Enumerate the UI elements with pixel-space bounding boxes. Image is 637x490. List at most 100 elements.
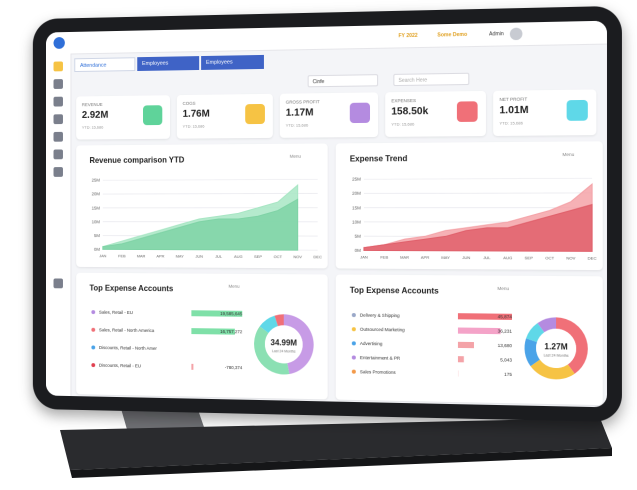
sidebar xyxy=(45,53,72,397)
sidebar-icon[interactable] xyxy=(53,131,63,142)
tab[interactable]: Attendance xyxy=(74,57,136,73)
legend-dot xyxy=(91,345,96,350)
accounts: Top Expense Accounts Menu Sales, Retail - … xyxy=(89,284,314,375)
kpi-icon xyxy=(143,105,163,126)
legend-dot xyxy=(351,355,356,360)
x-tick-label: MAR xyxy=(137,253,146,258)
row-value: 19,585,645 xyxy=(220,311,243,316)
row-label: Discounts, Retail - EU xyxy=(99,363,141,369)
tab[interactable]: Employees xyxy=(201,54,264,70)
chart: Revenue comparison YTD Menu 0M 5M 10M 15M 20M 2… xyxy=(89,154,322,260)
grid-line xyxy=(103,179,318,180)
area xyxy=(103,199,298,250)
kpi-label: EXPENSES xyxy=(391,97,417,104)
row-value: 5,043 xyxy=(500,357,512,362)
x-tick-label: JAN xyxy=(99,253,106,258)
kpi-value: 1.76M xyxy=(182,108,210,120)
donut-segment xyxy=(254,326,289,374)
donut-total: 34.99M xyxy=(271,338,297,348)
kpi-card: GROSS PROFIT 1.17M YTD: 15,686 xyxy=(279,92,379,138)
kpi-card: COGS 1.76M YTD: 15,686 xyxy=(176,93,273,139)
x-tick-label: JAN xyxy=(360,254,368,259)
kpi-sub: YTD: 15,686 xyxy=(285,122,309,128)
x-tick-label: APR xyxy=(156,253,164,258)
keyboard-base xyxy=(60,418,612,470)
row-label: Sales, Retail - North America xyxy=(99,327,155,333)
sidebar-icon[interactable] xyxy=(53,114,63,125)
sidebar-icon[interactable] xyxy=(53,96,63,107)
x-tick-label: FEB xyxy=(118,253,126,258)
select[interactable]: Cinfe xyxy=(307,74,379,88)
chart: Expense Trend Menu 0M 5M 10M 15M 20M 25M JAN FEB M… xyxy=(350,152,597,261)
sidebar-icon[interactable] xyxy=(53,79,63,89)
sidebar-icon[interactable] xyxy=(53,167,63,177)
avatar[interactable] xyxy=(509,27,523,41)
user-name[interactable]: Admin xyxy=(489,31,504,38)
donut-segment xyxy=(283,314,314,375)
legend-dot xyxy=(91,363,96,368)
x-tick-label: MAY xyxy=(176,254,184,259)
chart-title: Expense Trend xyxy=(350,154,408,164)
x-tick-label: APR xyxy=(421,255,430,260)
donut-hole xyxy=(536,328,577,369)
kpi-sub: YTD: 15,686 xyxy=(499,120,523,126)
legend-dot xyxy=(351,369,356,374)
row-value: 45,874 xyxy=(498,314,513,319)
sidebar-icon[interactable] xyxy=(53,61,63,72)
x-tick-label: JUN xyxy=(195,254,203,259)
bar xyxy=(457,356,464,363)
chart-panel: Expense Trend Menu 0M 5M 10M 15M 20M 25M JAN FEB M… xyxy=(335,141,603,271)
base-edge xyxy=(70,448,612,478)
search-box[interactable]: Search Here xyxy=(393,72,470,87)
screen: FY 2022 Some Demo Admin Attendance Emplo… xyxy=(45,20,607,408)
accounts: Top Expense Accounts Menu Delivery & Shipp… xyxy=(350,286,588,380)
kpi-icon xyxy=(349,102,371,124)
row-value: 36,231 xyxy=(498,328,513,333)
row-value: -780,374 xyxy=(225,365,243,370)
y-tick-label: 25M xyxy=(352,177,361,182)
top-bar: FY 2022 Some Demo Admin xyxy=(45,20,607,55)
donut-segment xyxy=(259,315,278,333)
row-label: Advertising xyxy=(360,341,383,346)
kpi-icon xyxy=(566,99,588,121)
row-label: Outsourced Marketing xyxy=(360,327,405,333)
menu[interactable]: Menu xyxy=(290,154,302,159)
menu[interactable]: Menu xyxy=(497,286,509,291)
y-tick-label: 15M xyxy=(92,205,101,210)
kpi-card: EXPENSES 158.50k YTD: 15,686 xyxy=(385,90,486,137)
kpi-sub: YTD: 15,686 xyxy=(182,123,205,129)
x-tick-label: MAR xyxy=(400,255,409,260)
grid-line xyxy=(364,178,592,179)
kpi-value: 2.92M xyxy=(81,109,109,121)
sidebar-icon[interactable] xyxy=(53,149,63,160)
y-tick-label: 20M xyxy=(92,192,101,197)
row-label: Sales, Retail - EU xyxy=(99,310,133,315)
grid-line xyxy=(364,193,592,194)
y-tick-label: 0M xyxy=(355,248,362,253)
y-tick-label: 10M xyxy=(352,219,361,224)
menu[interactable]: Menu xyxy=(228,284,240,289)
menu[interactable]: Menu xyxy=(562,152,574,157)
bar xyxy=(191,363,194,370)
company[interactable]: Some Demo xyxy=(437,31,468,39)
sidebar-icon[interactable] xyxy=(53,278,63,289)
y-tick-label: 15M xyxy=(352,205,361,210)
legend-dot xyxy=(351,327,356,332)
x-tick-label: MAY xyxy=(441,255,450,260)
kpi-icon xyxy=(456,101,478,122)
x-tick-label: SEP xyxy=(254,254,262,259)
legend-dot xyxy=(91,327,96,332)
donut-hole xyxy=(264,325,303,364)
logo xyxy=(53,36,65,49)
tablet: FY 2022 Some Demo Admin Attendance Emplo… xyxy=(32,5,622,423)
donut-segment xyxy=(274,313,283,326)
x-tick-label: OCT xyxy=(274,254,283,259)
tab[interactable]: Employees xyxy=(137,56,200,72)
panel-title: Top Expense Accounts xyxy=(89,284,173,294)
row-value: 16,757,272 xyxy=(220,329,243,334)
legend-dot xyxy=(351,313,356,318)
fiscal-year[interactable]: FY 2022 xyxy=(398,32,418,40)
bar xyxy=(457,327,501,335)
